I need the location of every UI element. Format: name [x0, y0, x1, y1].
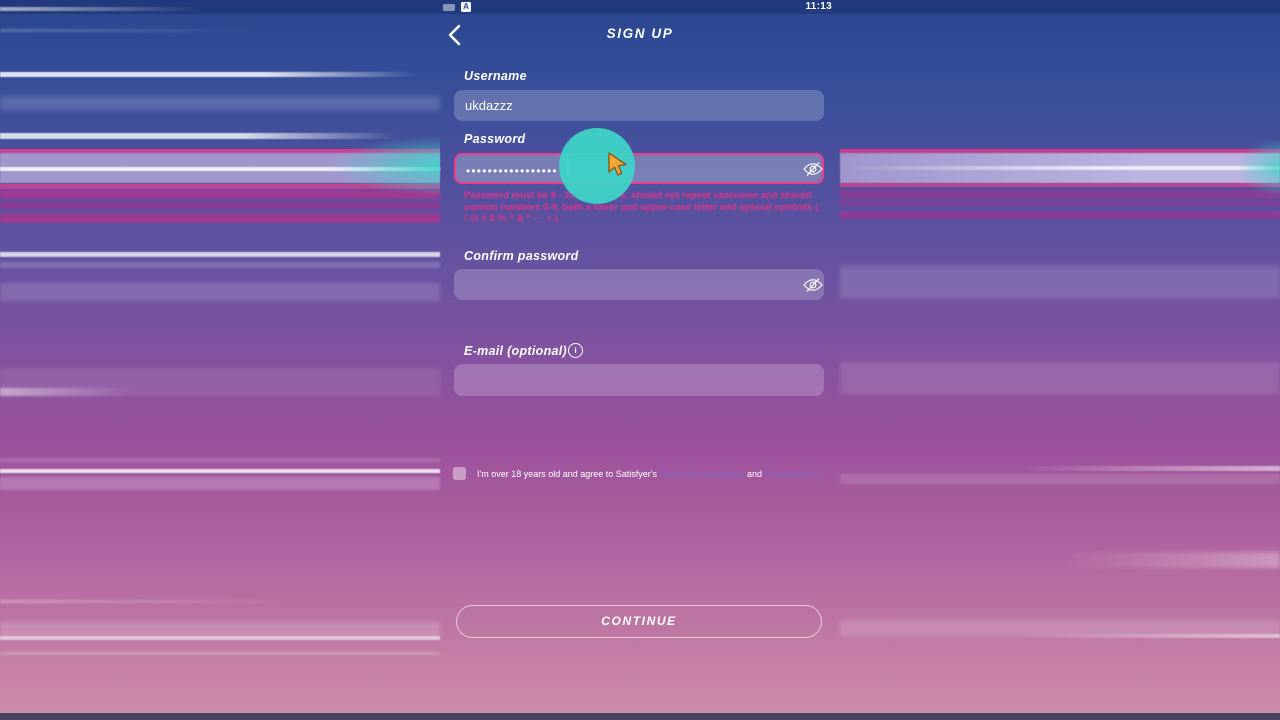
- motion-streak: [840, 153, 1280, 183]
- motion-streak: [0, 190, 440, 199]
- motion-streak: [840, 266, 1280, 298]
- motion-streak: [840, 190, 1280, 198]
- agreement-and: and: [746, 469, 762, 479]
- motion-streak: [0, 652, 440, 655]
- motion-streak: [0, 184, 440, 189]
- motion-streak: [0, 469, 440, 473]
- motion-streak: [840, 474, 1280, 484]
- email-label: E-mail (optional): [464, 344, 568, 358]
- motion-streak: [0, 636, 440, 640]
- confirm-visibility-toggle[interactable]: [802, 277, 824, 293]
- back-chevron-icon: [448, 24, 461, 46]
- motion-streak: [0, 477, 440, 490]
- motion-streak: [840, 200, 1280, 206]
- motion-streak: [0, 96, 440, 110]
- motion-streak: [0, 213, 440, 223]
- motion-streak: [840, 620, 1280, 636]
- username-value: ukdazzz: [465, 98, 513, 113]
- continue-button[interactable]: CONTINUE: [456, 605, 822, 638]
- email-input[interactable]: [454, 364, 824, 396]
- motion-streak: [0, 133, 440, 139]
- motion-streak: [0, 600, 440, 603]
- password-input[interactable]: •••••••••••••••••: [454, 153, 824, 184]
- touch-indicator-bleed: [330, 136, 440, 196]
- privacy-link[interactable]: Privacy policy: [764, 469, 820, 479]
- motion-streak: [0, 368, 440, 396]
- motion-streak: [0, 458, 440, 463]
- motion-streak: [840, 166, 1280, 170]
- motion-streak: [0, 72, 440, 77]
- back-button[interactable]: [443, 22, 469, 48]
- touch-indicator-bleed: [1240, 140, 1280, 195]
- confirm-password-label: Confirm password: [464, 249, 579, 263]
- motion-streak: [840, 634, 1280, 638]
- motion-streak: [840, 552, 1280, 568]
- motion-streak: [840, 149, 1280, 153]
- motion-streak: [0, 252, 440, 257]
- password-masked-value: •••••••••••••••••: [466, 164, 558, 178]
- page-title: SIGN UP: [606, 26, 674, 41]
- terms-link[interactable]: Terms and conditions: [659, 469, 745, 479]
- motion-streak: [0, 283, 440, 301]
- motion-streak: [0, 29, 440, 32]
- motion-streak: [0, 153, 440, 183]
- motion-streak: [840, 362, 1280, 394]
- eye-slash-icon: [803, 162, 823, 176]
- email-info-icon[interactable]: i: [568, 343, 583, 358]
- status-bar: A 11:13: [0, 0, 1280, 14]
- notification-a-icon: A: [461, 2, 471, 12]
- confirm-password-input[interactable]: [454, 269, 824, 300]
- mouse-pointer-icon: [606, 151, 632, 184]
- motion-streak: [0, 388, 440, 396]
- motion-streak: [840, 183, 1280, 187]
- agreement-text: I'm over 18 years old and agree to Satis…: [477, 468, 825, 480]
- motion-streak: [0, 149, 440, 153]
- age-agreement-checkbox[interactable]: [453, 467, 466, 480]
- motion-streak: [0, 202, 440, 209]
- touch-indicator: [559, 128, 635, 204]
- bottom-nav-bar: [0, 713, 1280, 720]
- password-error-message: Password must be 8 - 32 characters, shou…: [464, 190, 819, 224]
- keyboard-icon: [443, 4, 455, 11]
- agreement-prefix: I'm over 18 years old and agree to Satis…: [477, 469, 658, 479]
- motion-streak: [0, 167, 440, 171]
- password-label: Password: [464, 132, 526, 146]
- eye-slash-icon: [803, 278, 823, 292]
- motion-streak: [840, 211, 1280, 219]
- clock: 11:13: [805, 1, 832, 12]
- username-label: Username: [464, 69, 527, 83]
- username-input[interactable]: ukdazzz: [454, 90, 824, 121]
- motion-streak: [0, 262, 440, 268]
- motion-streak: [0, 622, 440, 638]
- password-visibility-toggle[interactable]: [802, 161, 824, 177]
- motion-streak: [840, 466, 1280, 471]
